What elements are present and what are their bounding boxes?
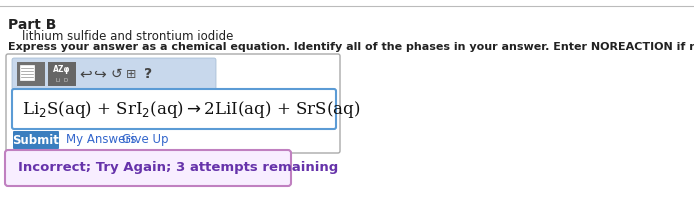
Text: Part B: Part B <box>8 18 56 32</box>
Text: ↪: ↪ <box>94 66 106 81</box>
FancyBboxPatch shape <box>6 54 340 153</box>
Text: Incorrect; Try Again; 3 attempts remaining: Incorrect; Try Again; 3 attempts remaini… <box>18 161 338 175</box>
Bar <box>20 65 34 80</box>
FancyBboxPatch shape <box>17 62 45 86</box>
FancyBboxPatch shape <box>12 58 216 90</box>
Text: ↺: ↺ <box>110 67 122 81</box>
Text: AZφ: AZφ <box>53 66 71 74</box>
Text: Li$_2$S(aq) + SrI$_2$(aq)$\rightarrow$2LiI(aq) + SrS(aq): Li$_2$S(aq) + SrI$_2$(aq)$\rightarrow$2L… <box>22 99 360 120</box>
Text: ⊞: ⊞ <box>126 68 136 81</box>
Text: My Answers: My Answers <box>66 134 137 147</box>
FancyBboxPatch shape <box>48 62 76 86</box>
Text: lithium sulfide and strontium iodide: lithium sulfide and strontium iodide <box>22 30 233 43</box>
Text: Submit: Submit <box>12 134 60 147</box>
Text: Give Up: Give Up <box>122 134 169 147</box>
Text: Li  D: Li D <box>56 78 68 83</box>
Text: ↩: ↩ <box>80 66 92 81</box>
FancyBboxPatch shape <box>12 89 336 129</box>
Text: Express your answer as a chemical equation. Identify all of the phases in your a: Express your answer as a chemical equati… <box>8 42 694 52</box>
Text: ?: ? <box>144 67 152 81</box>
FancyBboxPatch shape <box>13 131 59 149</box>
FancyBboxPatch shape <box>5 150 291 186</box>
